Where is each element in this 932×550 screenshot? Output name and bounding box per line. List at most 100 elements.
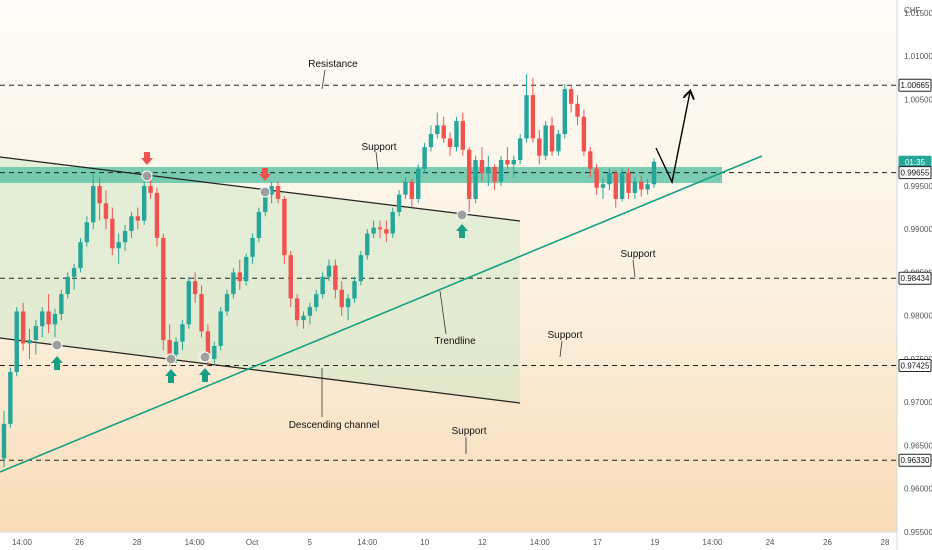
candle-body <box>256 211 262 238</box>
candle-body <box>161 237 166 340</box>
candle-body <box>294 298 300 321</box>
candle-body <box>517 138 523 161</box>
candle-body <box>339 289 344 308</box>
candle-body <box>199 294 204 332</box>
price-badge-label: 01:35 <box>905 158 926 167</box>
candle-body <box>180 324 185 342</box>
time-tick-label: 28 <box>881 538 890 547</box>
candle-body <box>556 134 561 152</box>
candle-body <box>613 173 618 199</box>
candle-body <box>224 294 230 312</box>
support-pointer <box>559 340 563 358</box>
time-axis: 14:00 26 28 14:00 Oct 5 14:00 10 12 14:00 17 19 14:0… <box>12 538 890 547</box>
annotation-trendline: Trendline <box>434 336 476 347</box>
candle-body <box>626 173 631 193</box>
support-pointer <box>632 259 636 278</box>
up-arrow-icon <box>456 224 468 238</box>
time-tick-label: 14:00 <box>185 538 206 547</box>
touch-markers <box>51 170 468 365</box>
candle-body <box>568 89 574 104</box>
candle-body <box>20 311 26 344</box>
price-badge <box>898 453 932 467</box>
candle-body <box>435 125 440 135</box>
candle-body <box>333 265 338 290</box>
candle-body <box>371 227 376 234</box>
annotation-zone-support: Support <box>361 142 396 153</box>
candle-body <box>530 95 536 139</box>
price-badge-label: 0.99655 <box>901 169 930 178</box>
price-badge-label: 0.98434 <box>901 274 930 283</box>
trendline <box>0 155 763 473</box>
channel-lower-line <box>0 337 521 404</box>
candle-body <box>365 233 370 256</box>
time-tick-label: 19 <box>650 538 659 547</box>
candle-body <box>129 216 134 231</box>
candle-body <box>645 184 650 190</box>
candle-body <box>46 311 51 325</box>
candle-body <box>498 160 504 182</box>
price-tick-label: 0.97000 <box>904 398 932 407</box>
price-badge <box>898 358 932 372</box>
currency-label: CHF <box>904 6 921 15</box>
candle-body <box>326 265 332 277</box>
candle-body <box>575 103 580 117</box>
candle-body <box>358 255 364 282</box>
touch-marker <box>141 170 153 182</box>
up-arrow-icon <box>165 369 177 383</box>
up-arrow-icon <box>51 356 63 370</box>
annotation-support: Support <box>547 330 582 341</box>
candle-body <box>301 315 306 321</box>
annotation-pointers <box>321 69 636 454</box>
candle-body <box>460 121 466 150</box>
touch-marker <box>165 353 177 365</box>
candle-body <box>269 185 274 195</box>
signal-arrows <box>51 152 468 383</box>
candle-body <box>243 256 249 282</box>
candle-body <box>537 138 542 156</box>
candle-body <box>352 281 357 299</box>
time-tick-label: 26 <box>823 538 832 547</box>
candle-body <box>282 198 287 256</box>
candle-body <box>148 185 153 193</box>
annotations: Resistance Support Support Trendline Sup… <box>289 59 656 437</box>
candle-body <box>390 211 395 234</box>
candle-body <box>263 194 268 212</box>
candle-body <box>65 276 70 295</box>
candle-body <box>396 194 402 212</box>
candle-body <box>524 95 529 139</box>
candle-body <box>466 149 472 199</box>
candle-body <box>479 160 485 174</box>
candle-body <box>441 125 446 139</box>
candle-body <box>447 138 453 148</box>
candle-body <box>52 314 58 325</box>
down-arrow-icon <box>141 152 153 165</box>
candle-body <box>27 339 32 344</box>
annotation-support: Support <box>451 426 486 437</box>
candle-body <box>320 276 325 295</box>
candle-body <box>639 181 644 190</box>
candle-body <box>8 371 13 424</box>
touch-marker <box>199 351 211 363</box>
candle-body <box>314 294 319 308</box>
candle-body <box>173 341 179 355</box>
time-tick-label: 24 <box>765 538 774 547</box>
time-tick-label: 28 <box>133 538 142 547</box>
candles-layer <box>1 73 657 468</box>
candle-body <box>231 272 236 295</box>
price-tick-label: 0.96000 <box>904 485 932 494</box>
zone-support-pointer <box>375 151 379 171</box>
candle-body <box>409 181 415 199</box>
price-badge-label: 1.00665 <box>901 81 930 90</box>
candle-body <box>345 298 351 308</box>
candle-body <box>511 160 517 165</box>
price-tick-label: 0.99000 <box>904 225 932 234</box>
price-tick-label: 1.01500 <box>904 9 932 18</box>
candle-body <box>154 192 160 238</box>
touch-marker <box>259 186 271 198</box>
price-badge <box>898 166 932 180</box>
trendline-pointer <box>439 290 447 335</box>
time-tick-label: 10 <box>420 538 429 547</box>
candle-body <box>218 311 223 347</box>
time-tick-label: 12 <box>478 538 487 547</box>
